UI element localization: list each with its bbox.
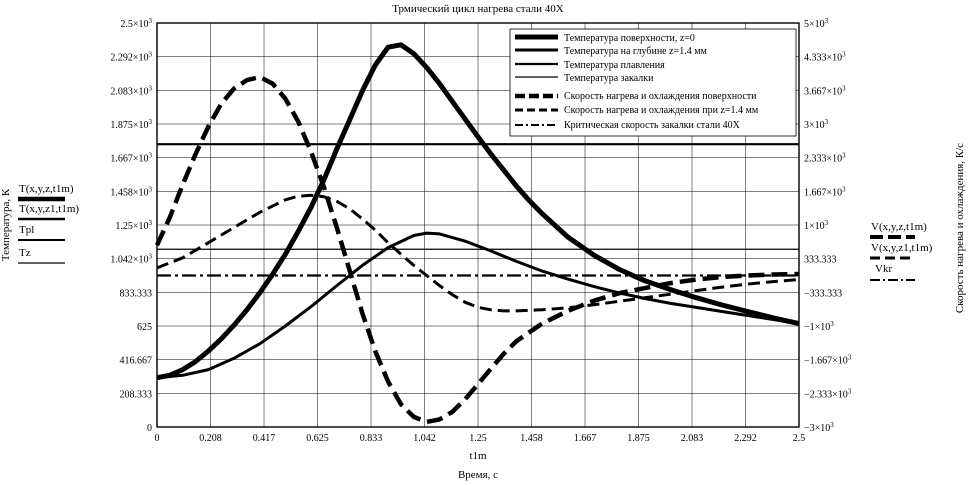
y-left-tick-label: 1.042×103	[110, 253, 152, 266]
y-left-tick-label: 208.333	[120, 389, 153, 400]
x-tick-label: 0.417	[253, 433, 276, 444]
y-left-tick-label: 625	[137, 322, 152, 333]
y-left-tick-label: 2.5×103	[120, 17, 152, 30]
x-tick-label: 0.625	[306, 433, 329, 444]
legend-box	[509, 28, 797, 137]
curves	[154, 42, 800, 425]
var-label-depth-temp: T(x,y,z1,t1m)	[19, 203, 79, 215]
x-tick-labels: 0 0.208 0.417 0.625 0.833 1.042 1.25 1.458 1.667…	[155, 433, 806, 444]
plot-frame	[156, 22, 800, 428]
right-tick-labels: −3×103 −2.333×103 −1.667×103 −1×103 −333.333…	[804, 17, 852, 434]
legend-item-depth-speed: Скорость нагрева и охлаждения при z=1.4 …	[564, 105, 759, 116]
y-right-tick-label: −1×103	[804, 320, 834, 333]
x-tick-label: 1.042	[413, 433, 436, 444]
y-axis-left-label: Температура, К	[0, 188, 12, 261]
y-right-tick-label: 3×103	[804, 118, 829, 131]
legend-item-vkr: Критическая скорость закалки стали 40Х	[564, 120, 741, 131]
y-left-tick-label: 1.25×103	[115, 219, 152, 232]
y-right-tick-label: −2.333×103	[804, 387, 852, 400]
y-left-tick-label: 1.458×103	[110, 185, 152, 198]
y-axis-right-label: Скорость нагрева и охлаждения, К/с	[954, 143, 966, 313]
legend-item-surface-speed: Скорость нагрева и охлаждения поверхност…	[564, 91, 757, 102]
y-right-tick-label: 4.333×103	[804, 51, 846, 64]
left-var-legend: T(x,y,z,t1m) T(x,y,z1,t1m) Tpl Tz	[18, 183, 79, 264]
x-tick-label: 0.208	[199, 433, 222, 444]
y-right-tick-label: 1.667×103	[804, 185, 846, 198]
var-label-depth-speed: V(x,y,z1,t1m)	[871, 242, 933, 254]
y-right-tick-label: −1.667×103	[804, 354, 852, 367]
y-right-tick-label: 5×103	[804, 17, 829, 30]
legend: Температура поверхности, z=0 Температура…	[509, 28, 797, 137]
x-tick-label: 0.833	[360, 433, 383, 444]
series-v-x-y-z1-t1m	[156, 193, 800, 313]
x-tick-label: 2.5	[793, 433, 806, 444]
y-left-tick-label: 416.667	[120, 356, 153, 367]
x-tick-label: 2.292	[734, 433, 757, 444]
var-label-tz: Tz	[19, 247, 31, 259]
series-t-x-y-z-t1m	[156, 42, 800, 381]
y-left-tick-label: 833.333	[120, 288, 153, 299]
x-tick-label: 1.25	[469, 433, 487, 444]
x-axis-label: Время, с	[458, 469, 498, 481]
x-tick-label: 2.083	[681, 433, 704, 444]
x-tick-label: 1.458	[520, 433, 543, 444]
legend-item-tz: Температура закалки	[564, 73, 654, 84]
y-left-tick-label: 1.875×103	[110, 118, 152, 131]
var-label-vkr: Vkr	[875, 263, 892, 275]
var-label-surface-speed: V(x,y,z,t1m)	[871, 221, 927, 233]
var-label-tpl: Tpl	[19, 224, 34, 236]
x-tick-label: 1.875	[627, 433, 650, 444]
y-left-tick-label: 1.667×103	[110, 152, 152, 165]
var-label-surface-temp: T(x,y,z,t1m)	[19, 183, 74, 195]
y-left-tick-label: 2.292×103	[110, 51, 152, 64]
x-tick-label: 0	[155, 433, 160, 444]
legend-item-surface-temp: Температура поверхности, z=0	[564, 33, 695, 44]
x-tick-label: 1.667	[574, 433, 597, 444]
y-left-tick-label: 2.083×103	[110, 84, 152, 97]
y-right-tick-label: 3.667×103	[804, 84, 846, 97]
y-right-tick-label: −3×103	[804, 421, 834, 434]
legend-item-tpl: Температура плавления	[564, 60, 665, 71]
legend-item-depth-temp: Температура на глубине z=1.4 мм	[564, 46, 708, 57]
y-left-tick-label: 0	[147, 423, 152, 434]
y-right-tick-label: 333.333	[804, 255, 837, 266]
y-right-tick-label: −333.333	[804, 288, 842, 299]
x-axis-var-label: t1m	[469, 450, 487, 462]
left-tick-labels: 0 208.333 416.667 625 833.333 1.042×103 1.25×1…	[110, 17, 152, 434]
series-t-x-y-z1-t1m	[156, 231, 800, 380]
y-right-tick-label: 1×103	[804, 219, 829, 232]
y-right-tick-label: 2.333×103	[804, 152, 846, 165]
right-var-legend: V(x,y,z,t1m) V(x,y,z1,t1m) Vkr	[870, 221, 933, 281]
chart-title: Трмический цикл нагрева стали 40Х	[392, 3, 564, 15]
